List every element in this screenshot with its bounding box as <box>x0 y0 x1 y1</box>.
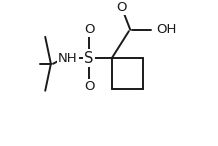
Text: O: O <box>84 80 94 93</box>
Text: OH: OH <box>156 23 176 36</box>
Text: O: O <box>84 23 94 36</box>
Text: O: O <box>116 1 127 14</box>
Text: S: S <box>84 51 94 66</box>
Text: NH: NH <box>58 52 78 65</box>
